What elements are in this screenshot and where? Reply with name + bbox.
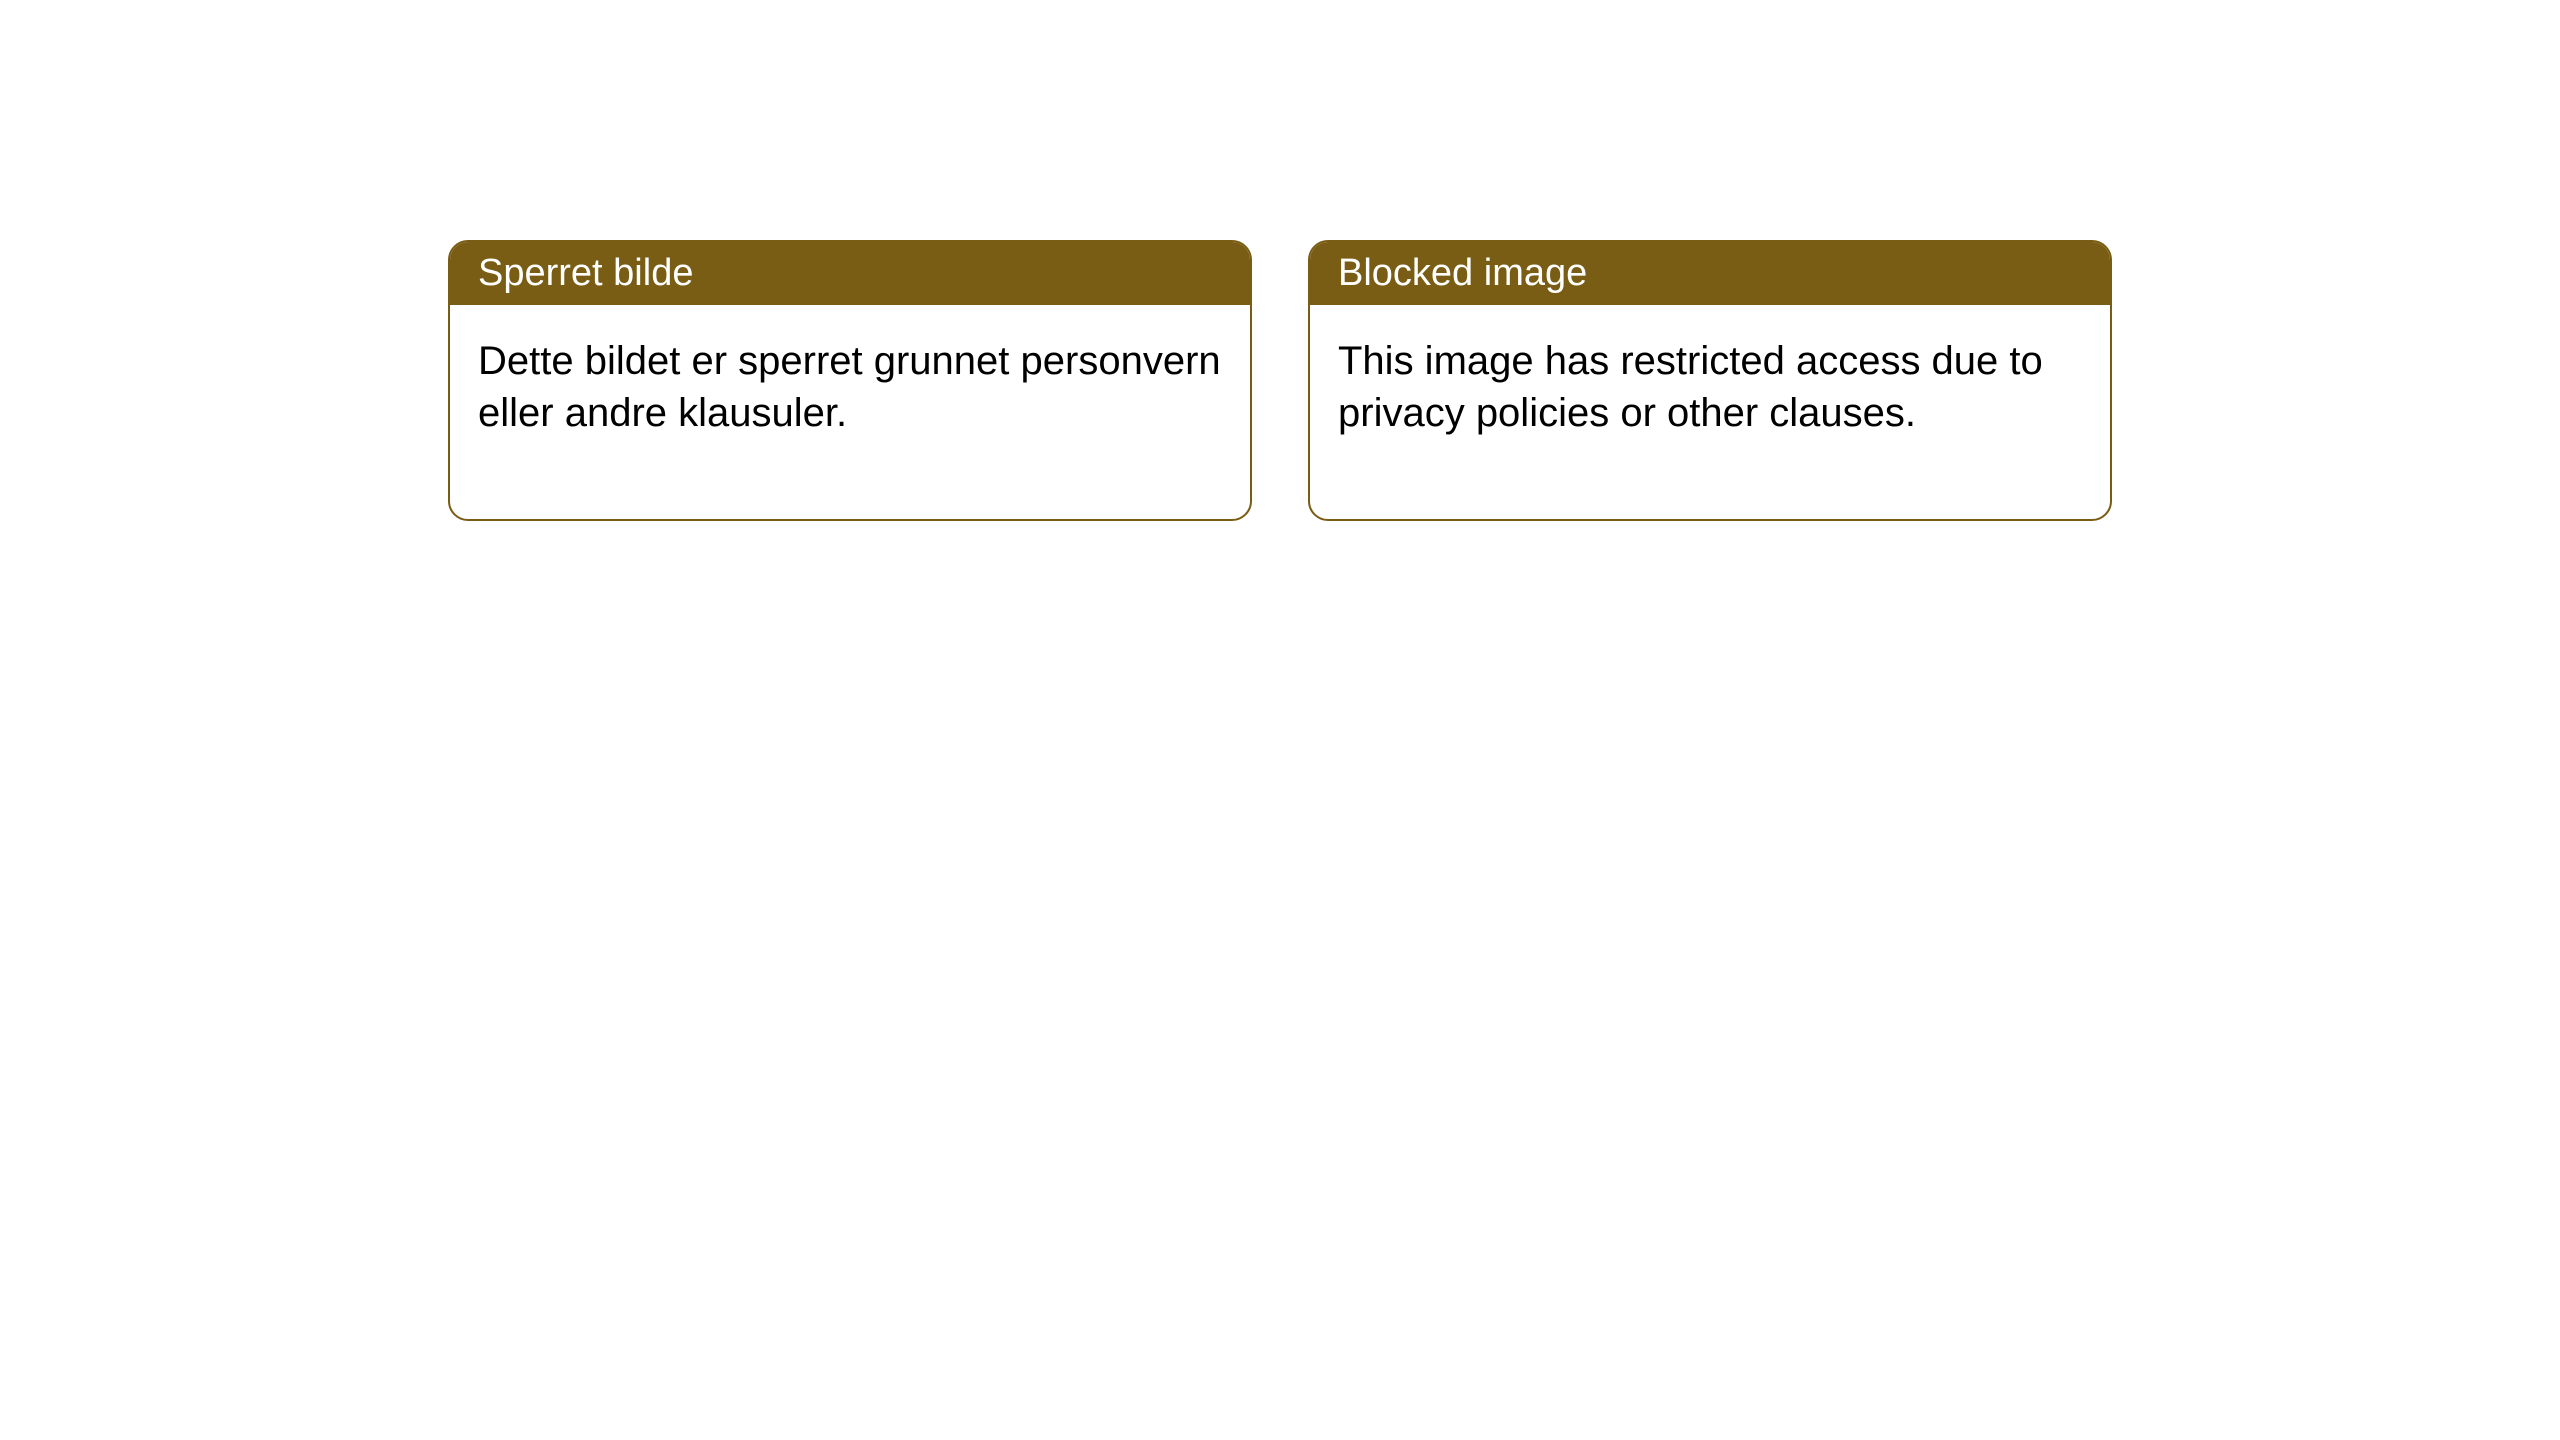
card-body-text: Dette bildet er sperret grunnet personve… <box>478 339 1221 435</box>
card-body: Dette bildet er sperret grunnet personve… <box>450 305 1250 519</box>
notice-card-english: Blocked image This image has restricted … <box>1308 240 2112 521</box>
card-header: Blocked image <box>1310 242 2110 305</box>
notice-container: Sperret bilde Dette bildet er sperret gr… <box>0 0 2560 521</box>
card-body-text: This image has restricted access due to … <box>1338 339 2043 435</box>
notice-card-norwegian: Sperret bilde Dette bildet er sperret gr… <box>448 240 1252 521</box>
card-title: Sperret bilde <box>478 252 693 294</box>
card-title: Blocked image <box>1338 252 1587 294</box>
card-body: This image has restricted access due to … <box>1310 305 2110 519</box>
card-header: Sperret bilde <box>450 242 1250 305</box>
